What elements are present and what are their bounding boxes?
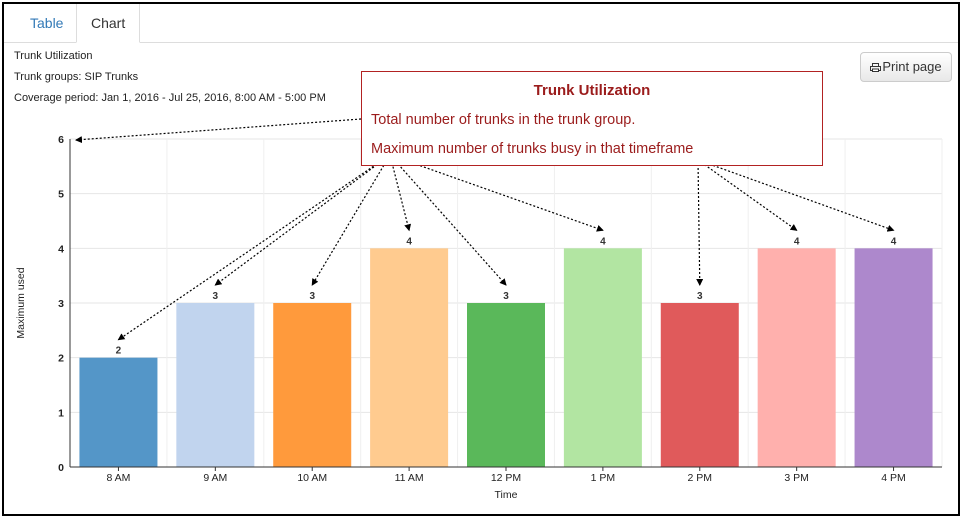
bar-value-label: 4 — [600, 236, 606, 247]
bar-9-am — [176, 303, 255, 467]
report-title: Trunk Utilization — [14, 50, 93, 62]
y-tick-label: 0 — [58, 462, 64, 474]
x-tick-label: 4 PM — [881, 472, 906, 484]
annotation-arrow — [696, 159, 704, 286]
bar-value-label: 3 — [503, 291, 509, 302]
axis-layer: 0 1 2 3 4 5 6 8 AM 9 AM 10 AM 11 AM 12 PM 1 PM 2 PM 3 … — [15, 134, 942, 501]
coverage-period-label: Coverage period: Jan 1, 2016 - Jul 25, 2… — [14, 92, 326, 104]
bar-chart: 2 3 3 4 3 4 3 4 4 0 1 2 3 4 5 6 8 AM 9 AM 10 AM 11 AM 12 PM… — [15, 118, 943, 501]
bar-4-pm — [854, 248, 933, 467]
x-tick-label: 10 AM — [297, 472, 327, 484]
bar-3-pm — [757, 248, 836, 467]
bar-11-am — [370, 248, 449, 467]
callout-max-busy-text: Maximum number of trunks busy in that ti… — [371, 141, 694, 157]
y-tick-label: 3 — [58, 298, 64, 310]
bar-1-pm — [563, 248, 642, 467]
annotation-arrow — [214, 154, 391, 286]
bar-10-am — [273, 303, 352, 467]
x-tick-label: 12 PM — [491, 472, 521, 484]
print-page-button[interactable]: Print page — [860, 52, 952, 82]
y-tick-label: 5 — [58, 189, 64, 201]
bar-value-label: 3 — [213, 291, 219, 302]
y-axis-title: Maximum used — [15, 267, 27, 338]
x-tick-label: 9 AM — [203, 472, 227, 484]
annotation-arrow — [117, 154, 391, 341]
tab-chart[interactable]: Chart — [76, 4, 141, 43]
x-axis-title: Time — [495, 489, 518, 501]
annotation-arrow — [389, 154, 412, 232]
printer-icon — [870, 63, 882, 72]
y-tick-label: 2 — [58, 353, 64, 365]
label-layer: 2 3 3 4 3 4 3 4 4 — [116, 236, 897, 356]
annotation-arrow — [389, 154, 604, 232]
callout-total-trunks-text: Total number of trunks in the trunk grou… — [371, 112, 636, 128]
y-tick-label: 6 — [58, 134, 64, 146]
print-page-label: Print page — [882, 59, 942, 74]
bar-value-label: 4 — [794, 236, 800, 247]
bar-value-label: 2 — [116, 346, 122, 357]
annotation-arrow — [311, 154, 391, 286]
bar-8-am — [79, 357, 158, 467]
callout-title: Trunk Utilization — [533, 82, 651, 99]
tab-bar: Table Chart — [4, 4, 958, 43]
y-tick-label: 1 — [58, 407, 64, 419]
bar-layer — [79, 248, 933, 467]
trunk-groups-label: Trunk groups: SIP Trunks — [14, 71, 139, 83]
annotation-arrow — [697, 159, 895, 232]
x-tick-label: 1 PM — [591, 472, 616, 484]
annotation-arrow — [389, 154, 507, 286]
x-tick-label: 3 PM — [784, 472, 809, 484]
y-tick-label: 4 — [58, 243, 64, 255]
bar-value-label: 3 — [309, 291, 315, 302]
bar-12-pm — [467, 303, 545, 467]
x-tick-label: 8 AM — [106, 472, 130, 484]
bar-value-label: 4 — [406, 236, 412, 247]
bar-value-label: 3 — [697, 291, 703, 302]
annotation-arrow — [75, 118, 362, 144]
x-tick-label: 11 AM — [395, 472, 424, 484]
tab-table[interactable]: Table — [30, 15, 64, 31]
bar-2-pm — [660, 303, 739, 467]
bar-value-label: 4 — [891, 236, 897, 247]
annotation-callout: Trunk Utilization Total number of trunks… — [361, 71, 823, 166]
annotation-arrow — [697, 159, 798, 231]
x-tick-label: 2 PM — [688, 472, 713, 484]
